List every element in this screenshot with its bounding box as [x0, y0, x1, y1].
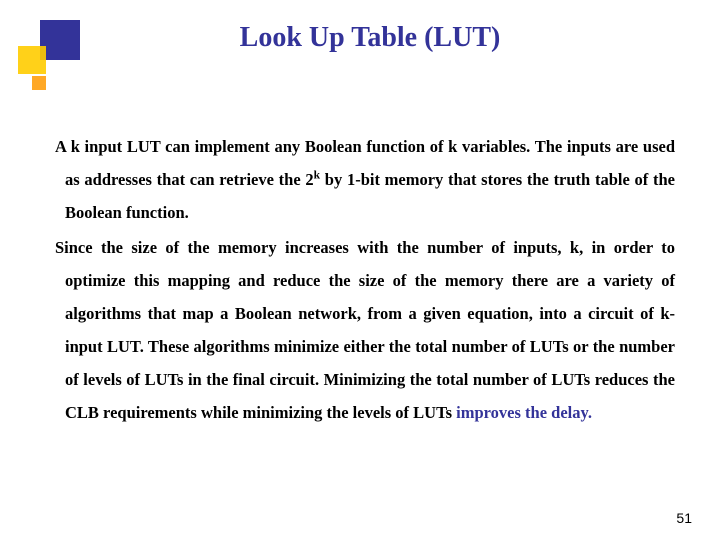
deco-square-orange [32, 76, 46, 90]
paragraph-2: Since the size of the memory increases w… [55, 231, 675, 429]
slide-title: Look Up Table (LUT) [150, 22, 590, 54]
slide: Look Up Table (LUT) A k input LUT can im… [0, 0, 720, 540]
para2-highlight: improves the delay. [456, 403, 592, 422]
deco-square-yellow [18, 46, 46, 74]
paragraph-1: A k input LUT can implement any Boolean … [55, 130, 675, 229]
page-number: 51 [676, 510, 692, 526]
slide-body: A k input LUT can implement any Boolean … [55, 130, 675, 431]
deco-square-blue [40, 20, 80, 60]
corner-decoration [18, 20, 88, 90]
para2-text-pre: Since the size of the memory increases w… [55, 238, 675, 422]
